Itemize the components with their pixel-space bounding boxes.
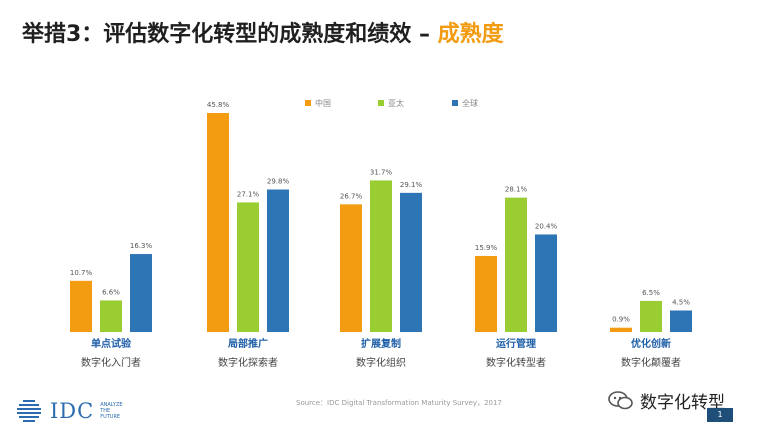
data-label: 29.1% (400, 181, 423, 189)
bar (100, 300, 122, 332)
data-label: 6.5% (642, 289, 660, 297)
stage-label: 数字化探索者 (218, 356, 278, 369)
data-label: 4.5% (672, 298, 690, 306)
watermark-text: 数字化转型 (640, 393, 725, 413)
page-number: 1 (707, 408, 733, 422)
data-label: 29.8% (267, 178, 290, 186)
data-label: 45.8% (207, 101, 230, 109)
data-label: 26.7% (340, 192, 363, 200)
globe-icon (17, 400, 41, 422)
legend-swatch (305, 100, 311, 106)
data-label: 6.6% (102, 288, 120, 296)
bar (610, 327, 632, 332)
bar (505, 197, 527, 332)
title-highlight: 成熟度 (437, 22, 504, 47)
bar (535, 234, 557, 332)
legend-label: 亚太 (388, 98, 404, 108)
data-label: 15.9% (475, 244, 498, 252)
bar (475, 255, 497, 332)
legend-swatch (452, 100, 458, 106)
legend-label: 中国 (315, 98, 331, 108)
data-label: 0.9% (612, 316, 630, 324)
logo-tagline: ANALYZE THE FUTURE (100, 402, 123, 420)
stage-label: 数字化组织 (356, 356, 406, 369)
bar (400, 192, 422, 332)
wechat-icon (608, 390, 633, 409)
bar (340, 204, 362, 332)
stage-label: 数字化转型者 (486, 356, 546, 369)
watermark: 数字化转型 (608, 388, 725, 413)
category-label: 优化创新 (631, 337, 671, 350)
legend-swatch (378, 100, 384, 106)
category-label: 运行管理 (496, 337, 536, 350)
bar (70, 280, 92, 332)
bar (130, 254, 152, 332)
bar (207, 113, 229, 332)
legend-label: 全球 (462, 98, 478, 108)
data-label: 10.7% (70, 269, 93, 277)
data-label: 20.4% (535, 222, 558, 230)
data-label: 28.1% (505, 186, 528, 194)
bar (370, 180, 392, 332)
data-label: 16.3% (130, 242, 153, 250)
category-label: 扩展复制 (361, 337, 401, 350)
page-title: 举措3：评估数字化转型的成熟度和绩效 – 成熟度 (22, 16, 504, 48)
title-main: 举措3：评估数字化转型的成熟度和绩效 – (22, 22, 438, 47)
bar (670, 310, 692, 332)
stage-label: 数字化入门者 (81, 356, 141, 369)
category-label: 局部推广 (227, 337, 268, 350)
bar (267, 189, 289, 332)
bar (237, 202, 259, 332)
data-label: 31.7% (370, 168, 393, 176)
stage-label: 数字化颠覆者 (621, 356, 681, 369)
bar (640, 300, 662, 332)
data-label: 27.1% (237, 190, 260, 198)
logo-text: IDC (50, 399, 95, 423)
idc-logo: IDC ANALYZE THE FUTURE (14, 398, 128, 424)
category-label: 单点试验 (91, 337, 132, 350)
source-note: Source：IDC Digital Transformation Maturi… (296, 399, 502, 407)
